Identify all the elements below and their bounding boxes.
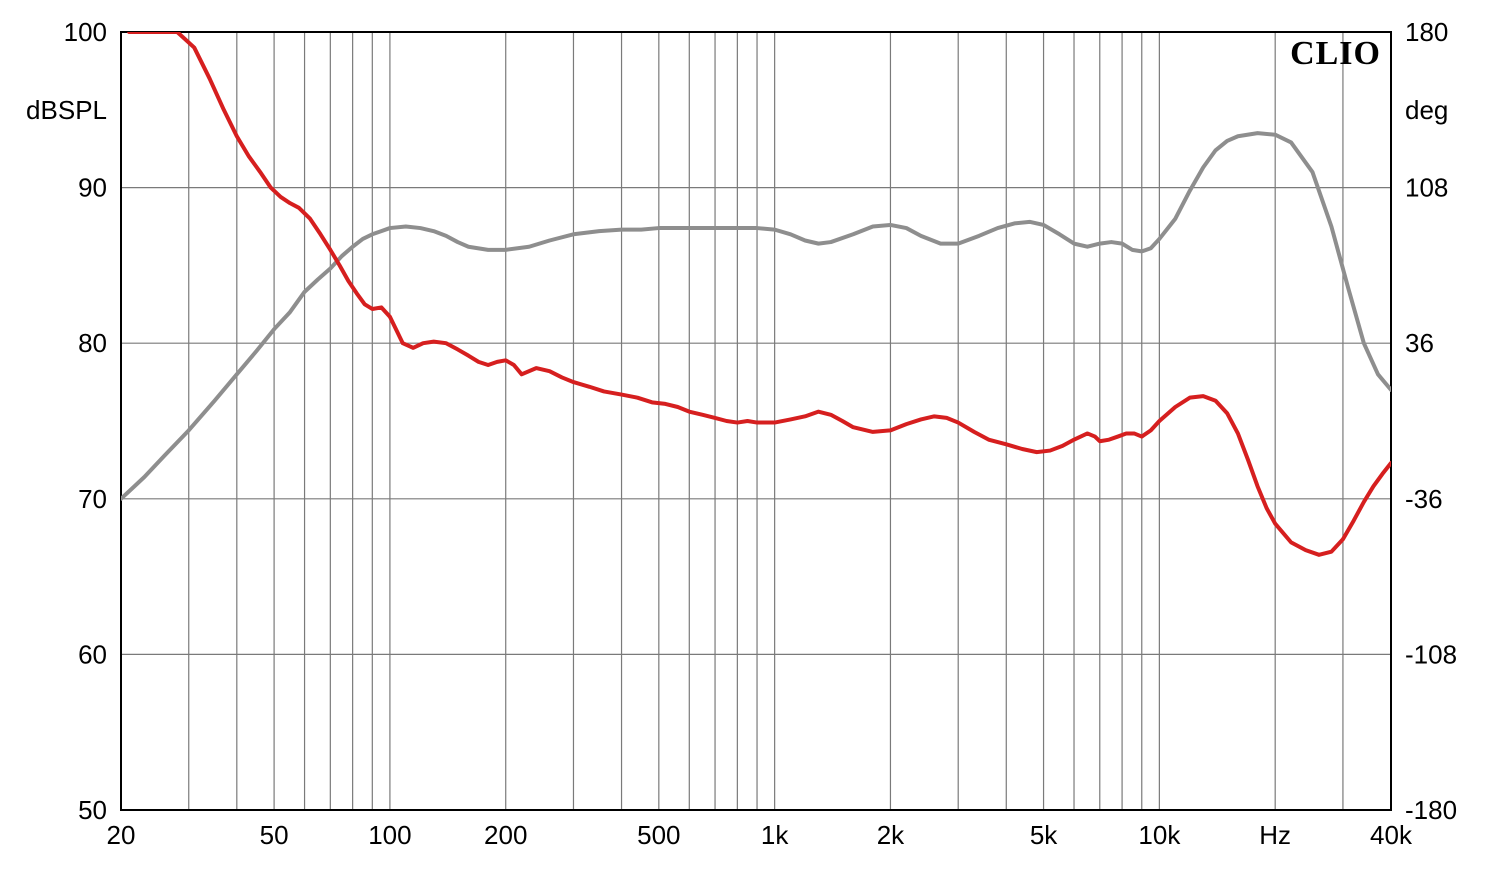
y-right-tick-label: -180 xyxy=(1405,795,1457,825)
x-tick-label: 20 xyxy=(107,820,136,850)
x-tick-label: 1k xyxy=(761,820,789,850)
x-tick-label: 500 xyxy=(637,820,680,850)
x-tick-label: 2k xyxy=(877,820,905,850)
y-left-tick-label: 80 xyxy=(78,328,107,358)
y-left-unit-label: dBSPL xyxy=(26,95,107,125)
brand-logo: CLIO xyxy=(1290,35,1381,72)
x-unit-label: Hz xyxy=(1259,820,1291,850)
x-tick-label: 10k xyxy=(1138,820,1181,850)
y-right-tick-label: -36 xyxy=(1405,484,1443,514)
x-tick-label: 40k xyxy=(1370,820,1413,850)
y-left-tick-label: 60 xyxy=(78,639,107,669)
y-left-tick-label: 50 xyxy=(78,795,107,825)
frequency-response-chart: 50 60 70 80 90 100 dBSPL -180 -108 -36 36 108 180 deg… xyxy=(0,0,1500,882)
x-tick-label: 100 xyxy=(368,820,411,850)
y-left-tick-label: 100 xyxy=(64,17,107,47)
y-right-tick-label: 108 xyxy=(1405,173,1448,203)
x-tick-label: 200 xyxy=(484,820,527,850)
y-right-unit-label: deg xyxy=(1405,95,1448,125)
y-right-tick-label: 180 xyxy=(1405,17,1448,47)
y-left-tick-label: 70 xyxy=(78,484,107,514)
y-right-tick-label: -108 xyxy=(1405,639,1457,669)
y-right-tick-label: 36 xyxy=(1405,328,1434,358)
chart-container: 50 60 70 80 90 100 dBSPL -180 -108 -36 36 108 180 deg… xyxy=(0,0,1500,882)
x-tick-label: 5k xyxy=(1030,820,1058,850)
x-tick-label: 50 xyxy=(260,820,289,850)
y-left-tick-label: 90 xyxy=(78,173,107,203)
